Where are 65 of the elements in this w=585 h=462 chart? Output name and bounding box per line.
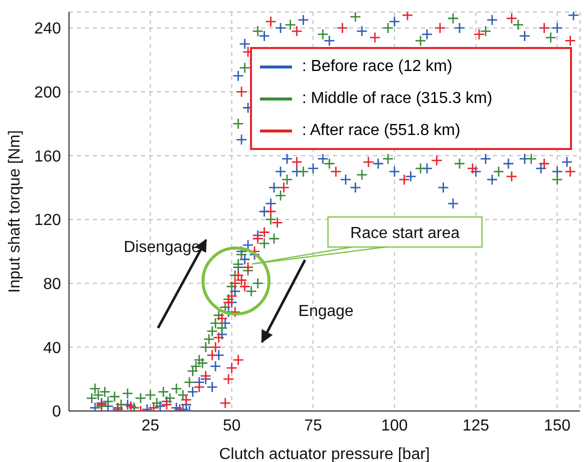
point [564, 166, 576, 178]
annotation: Disengage [124, 239, 200, 256]
point [229, 306, 241, 318]
point [210, 341, 222, 353]
point [402, 12, 414, 21]
point [232, 354, 244, 366]
point [434, 22, 446, 34]
annotation: Engage [298, 303, 354, 320]
point [272, 216, 284, 228]
point [236, 86, 248, 98]
y-tick-label: 160 [34, 148, 62, 166]
point [362, 156, 374, 168]
point [538, 22, 550, 34]
point [206, 349, 218, 361]
point [258, 226, 270, 238]
point [291, 156, 303, 168]
y-tick-label: 240 [34, 20, 62, 38]
annotation: Race start area [350, 225, 460, 242]
y-tick-label: 120 [34, 212, 62, 230]
x-tick-label: 75 [304, 417, 322, 434]
point [200, 370, 212, 382]
point [252, 232, 264, 244]
point [213, 332, 224, 344]
x-tick-label: 150 [544, 417, 571, 434]
point [278, 182, 290, 194]
y-tick-label: 200 [34, 84, 62, 102]
x-tick-label: 50 [222, 417, 241, 434]
point [193, 381, 205, 393]
point [222, 296, 234, 308]
legend-label: : After race (551.8 km) [302, 122, 460, 140]
point [506, 170, 518, 182]
legend-label: : Middle of race (315.3 km) [302, 90, 492, 108]
point [229, 278, 241, 290]
point [216, 312, 228, 324]
legend-label: : Before race (12 km) [302, 58, 452, 76]
y-tick-label: 40 [43, 340, 62, 357]
point [369, 32, 381, 44]
point [226, 290, 238, 302]
point [220, 397, 231, 409]
point [226, 362, 238, 374]
y-axis-title: Input shaft torque [Nm] [6, 130, 24, 293]
point [180, 394, 192, 406]
point [265, 16, 276, 28]
point [125, 400, 137, 411]
x-axis-title: Clutch actuator pressure [bar] [219, 446, 430, 462]
y-tick-label: 0 [52, 404, 62, 421]
point [473, 28, 485, 40]
point [506, 12, 518, 24]
point [265, 206, 276, 218]
x-tick-label: 125 [462, 417, 490, 434]
point [431, 154, 442, 166]
point [336, 22, 348, 34]
point [538, 158, 550, 170]
point [398, 174, 410, 186]
point [564, 35, 576, 46]
point [330, 166, 342, 178]
point [242, 262, 254, 274]
point [222, 373, 234, 385]
point [466, 162, 478, 174]
y-tick-label: 80 [43, 276, 62, 293]
x-tick-label: 100 [381, 417, 408, 434]
x-tick-label: 25 [141, 417, 160, 434]
point [148, 402, 160, 411]
point [291, 25, 303, 37]
point [160, 398, 172, 410]
